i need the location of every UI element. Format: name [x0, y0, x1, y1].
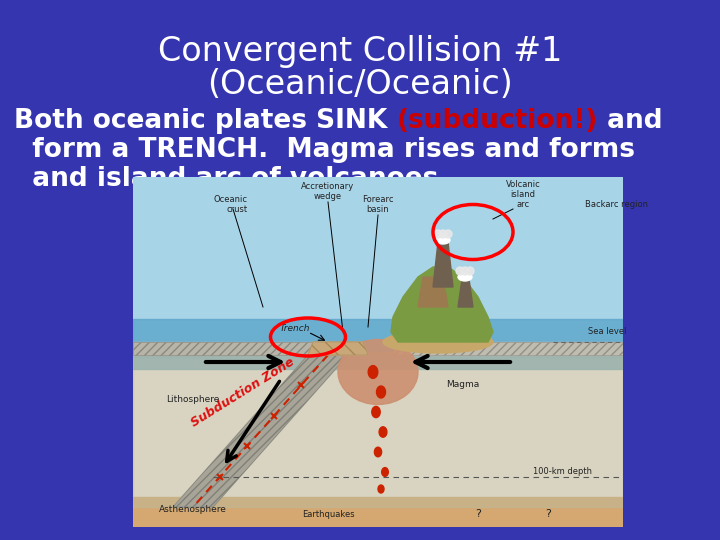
Text: Accretionary: Accretionary [302, 182, 355, 191]
Text: form a TRENCH.  Magma rises and forms: form a TRENCH. Magma rises and forms [14, 137, 635, 163]
Text: Earthquakes: Earthquakes [302, 510, 354, 519]
Ellipse shape [338, 340, 418, 404]
Text: Asthenosphere: Asthenosphere [159, 505, 227, 514]
Text: Oceanic: Oceanic [214, 195, 248, 204]
Text: 100-km depth: 100-km depth [533, 467, 592, 476]
Ellipse shape [378, 485, 384, 493]
Circle shape [444, 230, 452, 238]
Text: basin: basin [366, 205, 390, 214]
Ellipse shape [372, 407, 380, 417]
Polygon shape [433, 242, 453, 287]
Polygon shape [173, 355, 348, 507]
Bar [133, 177, 623, 357]
Text: Lithosphere: Lithosphere [166, 395, 220, 404]
Circle shape [466, 267, 474, 275]
Text: wedge: wedge [314, 192, 342, 201]
Circle shape [439, 230, 447, 238]
Text: ?: ? [545, 509, 551, 519]
Text: Magma: Magma [446, 380, 480, 389]
Text: ?: ? [475, 509, 481, 519]
Text: and: and [598, 108, 662, 134]
Text: Both oceanic plates SINK: Both oceanic plates SINK [14, 108, 397, 134]
Text: arc: arc [516, 200, 530, 209]
Text: and island arc of volcanoes.: and island arc of volcanoes. [14, 166, 449, 192]
Text: Trench: Trench [280, 324, 310, 333]
Text: Backarc region: Backarc region [585, 200, 648, 209]
Polygon shape [458, 279, 473, 307]
Bar [133, 352, 623, 507]
Bar [133, 497, 623, 527]
Circle shape [461, 267, 469, 275]
Text: island: island [510, 190, 536, 199]
Ellipse shape [379, 427, 387, 437]
Text: crust: crust [227, 205, 248, 214]
Text: Subduction Zone: Subduction Zone [189, 356, 297, 430]
Text: Volcanic: Volcanic [505, 180, 541, 189]
Circle shape [434, 230, 442, 238]
Text: Forearc: Forearc [362, 195, 394, 204]
Ellipse shape [368, 366, 378, 379]
Polygon shape [391, 267, 493, 342]
Text: Convergent Collision #1: Convergent Collision #1 [158, 35, 562, 68]
Ellipse shape [374, 447, 382, 457]
Polygon shape [133, 342, 328, 355]
Text: Sea level: Sea level [588, 327, 626, 336]
Circle shape [456, 267, 464, 275]
Text: (subduction!): (subduction!) [397, 108, 598, 134]
Ellipse shape [436, 236, 450, 244]
Polygon shape [308, 342, 368, 355]
Polygon shape [418, 277, 448, 307]
Ellipse shape [458, 273, 472, 281]
Ellipse shape [382, 468, 388, 476]
Bar [133, 319, 623, 369]
Text: (Oceanic/Oceanic): (Oceanic/Oceanic) [207, 68, 513, 101]
Ellipse shape [383, 331, 493, 353]
Ellipse shape [377, 386, 385, 398]
Polygon shape [393, 342, 623, 355]
